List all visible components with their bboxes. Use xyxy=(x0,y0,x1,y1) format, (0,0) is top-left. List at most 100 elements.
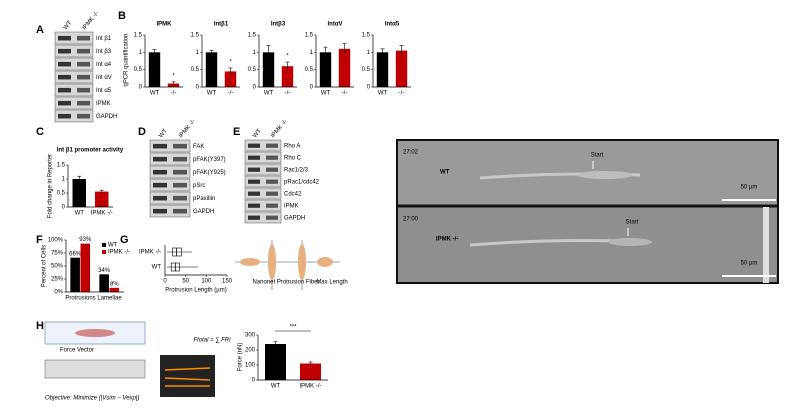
bar xyxy=(262,52,275,87)
panel-letter: H xyxy=(36,320,44,332)
significance: *** xyxy=(289,325,297,331)
band xyxy=(266,203,278,208)
chart-title: Intα5 xyxy=(385,22,400,28)
x-tick-label: 150 xyxy=(222,279,233,285)
chart-title: IPMK xyxy=(157,22,173,28)
chart-title: Intβ1 xyxy=(214,22,229,28)
x-tick-label: IPMK -/- xyxy=(91,211,113,217)
y-tick-label: 0 xyxy=(196,85,200,91)
fiber-image xyxy=(160,355,215,397)
y-tick-label: 1 xyxy=(310,50,314,56)
cell-sketch xyxy=(298,244,306,280)
x-tick-label: WT xyxy=(150,91,160,97)
blot-strip xyxy=(54,70,94,84)
blot-strip xyxy=(54,96,94,110)
start-label: Start xyxy=(626,220,639,226)
band xyxy=(58,100,71,106)
blot-strip xyxy=(244,199,282,212)
y-tick-label: 0.5 xyxy=(362,67,371,73)
band xyxy=(266,143,278,148)
blot-strip xyxy=(54,31,94,45)
fiber-trace xyxy=(164,367,211,387)
y-tick-label: 100% xyxy=(48,238,64,244)
blot-strip xyxy=(244,187,282,200)
band xyxy=(77,100,90,106)
y-tick-label: 1.5 xyxy=(134,33,143,39)
band xyxy=(248,167,260,172)
panel-letter: D xyxy=(138,126,146,138)
cell-sketch xyxy=(240,258,260,266)
band xyxy=(58,87,71,93)
band xyxy=(173,195,187,201)
y-tick-label: 0.5 xyxy=(134,67,143,73)
panel-letter: C xyxy=(36,126,44,138)
scale-label: 50 µm xyxy=(741,261,758,267)
bar xyxy=(281,66,294,87)
blot-label: Int α5 xyxy=(96,88,112,94)
band xyxy=(58,61,71,67)
fiber xyxy=(763,207,769,283)
band xyxy=(58,74,71,80)
panel-letter: F xyxy=(36,234,43,246)
lane-label: WT xyxy=(252,128,263,139)
legend-swatch xyxy=(102,250,106,254)
significance: * xyxy=(286,54,289,60)
y-tick-label: 0.5 xyxy=(191,67,200,73)
band xyxy=(173,208,187,214)
band xyxy=(153,208,167,214)
y-tick-label: 1 xyxy=(367,50,371,56)
band xyxy=(173,182,187,188)
bar xyxy=(148,52,161,87)
band xyxy=(153,143,167,149)
y-tick-label: 0 xyxy=(310,85,314,91)
x-axis-label: Protrusion Length (µm) xyxy=(165,288,226,294)
band xyxy=(266,179,278,184)
chart-title: Int β1 promoter activity xyxy=(57,148,124,154)
blot-label: IPMK xyxy=(284,204,299,210)
y-tick-label: 0 xyxy=(253,85,257,91)
x-tick-label: WT xyxy=(264,91,274,97)
lane-label: WT xyxy=(158,128,169,139)
category-label: IPMK -/- xyxy=(139,250,161,256)
blot-strip xyxy=(244,175,282,188)
x-tick-label: IPMK -/- xyxy=(300,384,322,390)
axis xyxy=(164,245,227,276)
y-tick-label: 50% xyxy=(51,264,64,270)
panel-letter: B xyxy=(118,10,126,22)
band xyxy=(173,156,187,162)
blot-label: Int β1 xyxy=(96,36,112,42)
band xyxy=(77,74,90,80)
value-label: 8% xyxy=(110,281,119,287)
blot-strip xyxy=(244,139,282,152)
band xyxy=(77,87,90,93)
bar xyxy=(224,71,237,87)
y-axis-label: Fold change in Reporter xyxy=(48,154,54,218)
y-tick-label: 0 xyxy=(367,85,371,91)
schematic-label: Force Vector xyxy=(60,348,94,354)
panel-letter: E xyxy=(233,126,240,138)
timestamp: 27:00 xyxy=(403,217,419,223)
blot-strip xyxy=(244,163,282,176)
band xyxy=(248,191,260,196)
x-tick-label: Lamellae xyxy=(97,296,122,302)
band xyxy=(77,113,90,119)
y-tick-label: 0% xyxy=(54,290,63,296)
band xyxy=(266,215,278,220)
band xyxy=(153,182,167,188)
blot-strip xyxy=(54,57,94,71)
panel-letter: A xyxy=(36,24,44,36)
blot-label: pSrc xyxy=(193,183,205,189)
band xyxy=(248,179,260,184)
band xyxy=(173,169,187,175)
y-tick-label: 1.5 xyxy=(191,33,200,39)
blot-strip xyxy=(54,109,94,123)
timestamp: 27:02 xyxy=(403,150,419,156)
cell-body xyxy=(577,171,633,179)
significance: * xyxy=(172,73,175,79)
blot-label: Cdc42 xyxy=(284,192,302,198)
band xyxy=(58,113,71,119)
cell-body xyxy=(608,238,652,246)
y-tick-label: 1.5 xyxy=(305,33,314,39)
x-tick-label: -/- xyxy=(285,91,291,97)
